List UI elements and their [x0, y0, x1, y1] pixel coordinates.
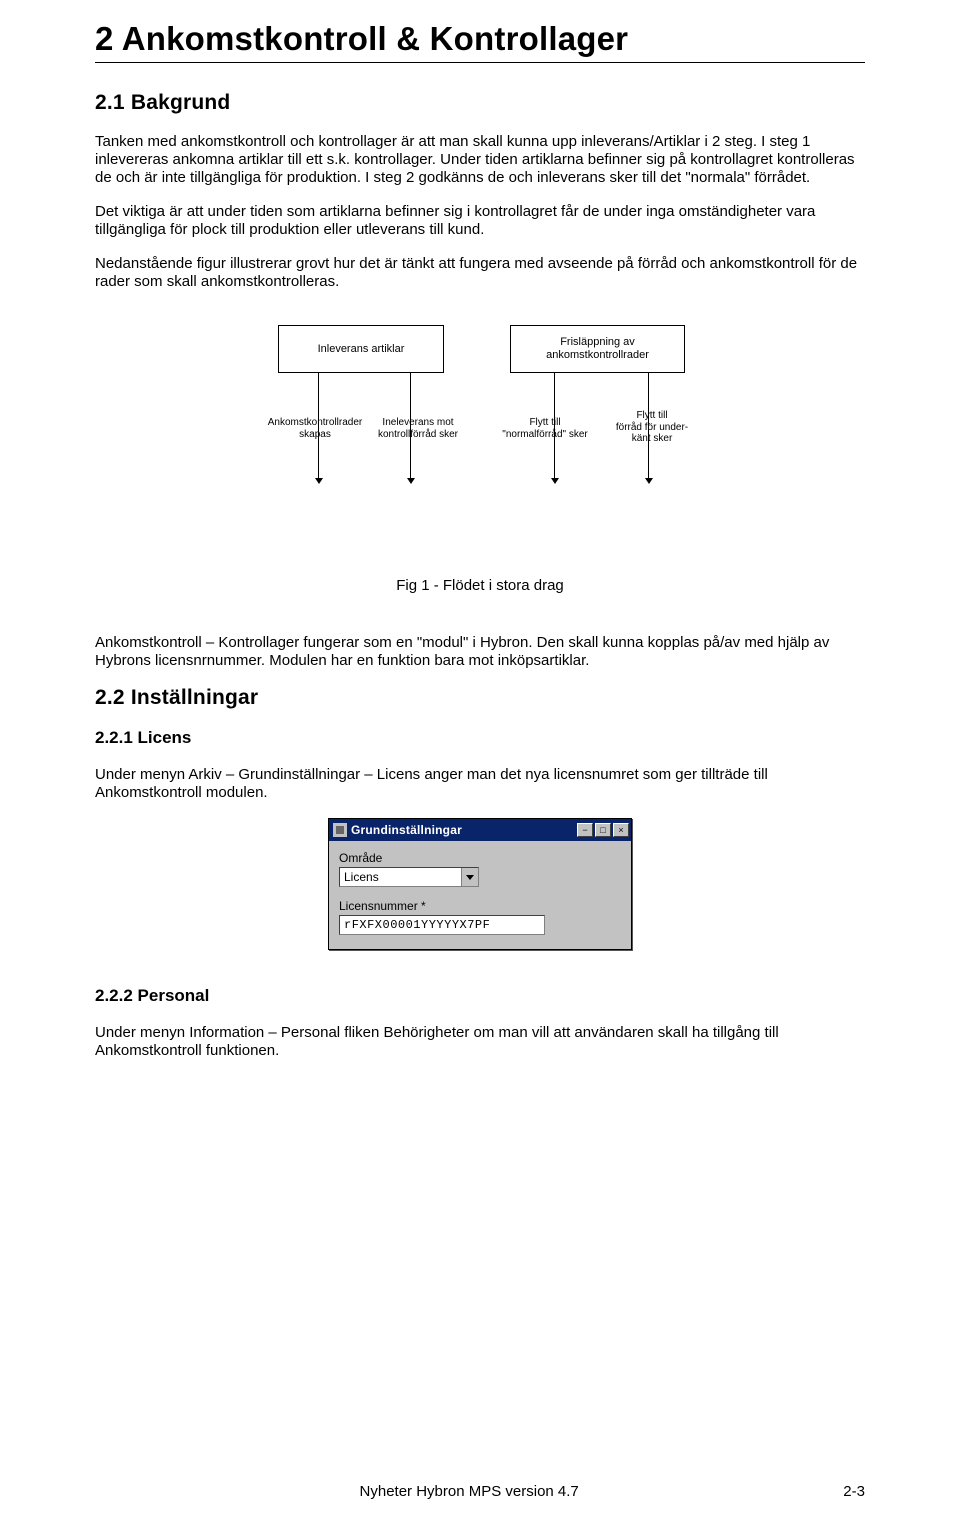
field-label-area: Område: [339, 851, 621, 865]
footer-center: Nyheter Hybron MPS version 4.7: [360, 1483, 579, 1500]
diagram-box-frislappning: Frisläppning av ankomstkontrollrader: [510, 325, 685, 373]
diagram-label: Ineleverans mot kontrollförråd sker: [368, 417, 468, 440]
diagram-label-line: Flytt till: [602, 410, 702, 422]
arrowhead-icon: [315, 478, 323, 484]
diagram-container: Inleverans artiklar Frisläppning av anko…: [95, 325, 865, 555]
minimize-button[interactable]: −: [577, 823, 593, 837]
dialog-title: Grundinställningar: [351, 823, 577, 837]
diagram-label-line: Ineleverans mot: [368, 417, 468, 429]
paragraph: Under menyn Arkiv – Grundinställningar –…: [95, 766, 865, 802]
window-buttons: − □ ×: [577, 823, 629, 837]
area-select-value: Licens: [344, 870, 461, 884]
figure-caption: Fig 1 - Flödet i stora drag: [95, 577, 865, 594]
diagram-label: Ankomstkontrollrader skapas: [255, 417, 375, 440]
arrowhead-icon: [407, 478, 415, 484]
area-select[interactable]: Licens: [339, 867, 479, 887]
page-title: 2 Ankomstkontroll & Kontrollager: [95, 20, 865, 58]
diagram-box-label: ankomstkontrollrader: [546, 349, 649, 362]
settings-dialog: Grundinställningar − □ × Område Licens L…: [328, 818, 632, 950]
dropdown-arrow-icon[interactable]: [461, 868, 478, 886]
page-footer: Nyheter Hybron MPS version 4.7 2-3: [95, 1483, 865, 1500]
document-page: 2 Ankomstkontroll & Kontrollager 2.1 Bak…: [0, 0, 960, 1518]
diagram-label-line: "normalförråd" sker: [490, 429, 600, 441]
diagram-label-line: Flytt till: [490, 417, 600, 429]
paragraph: Ankomstkontroll – Kontrollager fungerar …: [95, 634, 865, 670]
close-button[interactable]: ×: [613, 823, 629, 837]
footer-page-number: 2-3: [843, 1483, 865, 1500]
paragraph: Under menyn Information – Personal flike…: [95, 1024, 865, 1060]
paragraph: Nedanstående figur illustrerar grovt hur…: [95, 255, 865, 291]
heading-2-1: 2.1 Bakgrund: [95, 91, 865, 115]
field-label-license: Licensnummer *: [339, 899, 621, 913]
maximize-button[interactable]: □: [595, 823, 611, 837]
license-input[interactable]: rFXFX00001YYYYYX7PF: [339, 915, 545, 935]
dialog-body: Område Licens Licensnummer * rFXFX00001Y…: [329, 841, 631, 949]
flow-diagram: Inleverans artiklar Frisläppning av anko…: [240, 325, 720, 555]
diagram-label: Flytt till förråd för under- känt sker: [602, 410, 702, 445]
diagram-label-line: känt sker: [602, 433, 702, 445]
dialog-screenshot: Grundinställningar − □ × Område Licens L…: [95, 818, 865, 950]
paragraph: Det viktiga är att under tiden som artik…: [95, 203, 865, 239]
license-input-value: rFXFX00001YYYYYX7PF: [344, 918, 490, 932]
diagram-label-line: förråd för under-: [602, 422, 702, 434]
diagram-box-label: Frisläppning av: [560, 336, 635, 349]
heading-2-2-2: 2.2.2 Personal: [95, 986, 865, 1006]
heading-2-2-1: 2.2.1 Licens: [95, 728, 865, 748]
arrowhead-icon: [551, 478, 559, 484]
dialog-titlebar: Grundinställningar − □ ×: [329, 819, 631, 841]
diagram-label-line: Ankomstkontrollrader: [255, 417, 375, 429]
diagram-box-label: Inleverans artiklar: [318, 343, 405, 356]
dialog-app-icon: [333, 823, 347, 837]
diagram-label: Flytt till "normalförråd" sker: [490, 417, 600, 440]
title-rule: [95, 62, 865, 63]
diagram-label-line: kontrollförråd sker: [368, 429, 468, 441]
paragraph: Tanken med ankomstkontroll och kontrolla…: [95, 133, 865, 187]
heading-2-2: 2.2 Inställningar: [95, 686, 865, 710]
arrowhead-icon: [645, 478, 653, 484]
diagram-box-inleverans: Inleverans artiklar: [278, 325, 444, 373]
diagram-label-line: skapas: [255, 429, 375, 441]
